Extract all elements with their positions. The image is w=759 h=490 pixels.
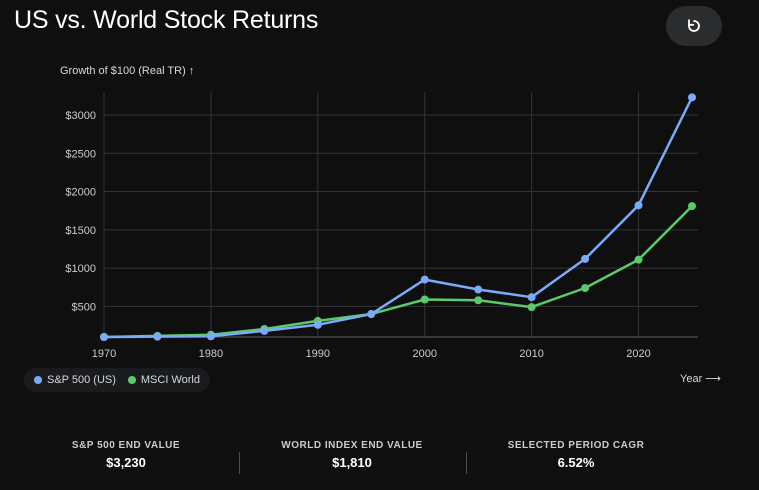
y-tick-label: $1000 — [65, 263, 96, 275]
x-tick-label: 2010 — [519, 348, 543, 360]
data-point-sp500[interactable] — [260, 326, 269, 335]
stat-value: 6.52% — [557, 455, 595, 470]
data-point-sp500[interactable] — [688, 93, 696, 102]
stat-divider — [466, 452, 467, 474]
stat-divider — [239, 452, 240, 474]
y-axis-label: Growth of $100 (Real TR) ↑ — [60, 65, 194, 77]
data-point-sp500[interactable] — [367, 310, 376, 319]
data-point-msci-world[interactable] — [474, 296, 483, 305]
data-point-sp500[interactable] — [474, 285, 483, 294]
stat-value: $1,810 — [332, 455, 372, 470]
x-tick-labels: 1970 1980 1990 2000 2010 2020 — [92, 348, 651, 360]
y-tick-label: $1500 — [65, 225, 96, 237]
legend-label-msci-world: MSCI World — [140, 374, 200, 386]
chart-legend: S&P 500 (US) MSCI World — [24, 368, 210, 392]
legend-item-msci-world[interactable]: MSCI World — [127, 374, 200, 386]
chart-grid — [103, 92, 698, 338]
data-point-sp500[interactable] — [313, 320, 322, 329]
data-point-sp500[interactable] — [206, 332, 215, 341]
x-tick-label: 1980 — [199, 348, 223, 360]
x-tick-label: 1970 — [92, 348, 116, 360]
line-chart: $500$1000$1500$2000$2500$3000 1970 1980 19… — [60, 65, 698, 360]
data-point-msci-world[interactable] — [527, 303, 536, 312]
data-point-msci-world[interactable] — [634, 255, 643, 264]
y-tick-labels: $500 $1000 $1500 $2000 $2500 $3000 — [65, 110, 96, 313]
legend-item-sp500[interactable]: S&P 500 (US) — [34, 374, 116, 386]
data-point-sp500[interactable] — [153, 332, 162, 341]
legend-swatch-msci-world — [127, 376, 136, 384]
data-point-sp500[interactable] — [527, 293, 536, 302]
stat-cagr: SELECTED PERIOD CAGR 6.52% — [466, 440, 686, 470]
series-line-msci-world — [103, 205, 693, 339]
legend-swatch-sp500 — [34, 376, 42, 384]
data-point-sp500[interactable] — [634, 201, 643, 210]
data-point-sp500[interactable] — [420, 275, 429, 284]
reset-icon — [688, 19, 700, 32]
stat-label: WORLD INDEX END VALUE — [281, 440, 423, 451]
page-title: US vs. World Stock Returns — [14, 6, 319, 34]
summary-stats: S&P 500 END VALUE $3,230 WORLD INDEX END… — [0, 440, 759, 490]
stat-sp500-end-value: S&P 500 END VALUE $3,230 — [16, 440, 236, 470]
y-tick-label: $500 — [72, 301, 96, 313]
reset-button[interactable] — [666, 6, 722, 46]
stat-value: $3,230 — [106, 455, 146, 470]
y-tick-label: $3000 — [65, 110, 96, 122]
x-axis-label: Year ⟶ — [680, 373, 722, 385]
data-point-sp500[interactable] — [100, 333, 108, 341]
series-lines — [103, 96, 694, 339]
data-point-sp500[interactable] — [581, 254, 590, 263]
y-tick-label: $2000 — [65, 187, 96, 199]
x-tick-label: 2020 — [626, 348, 650, 360]
data-point-msci-world[interactable] — [688, 202, 696, 211]
legend-label-sp500: S&P 500 (US) — [47, 374, 116, 386]
data-point-msci-world[interactable] — [581, 284, 590, 292]
stat-label: SELECTED PERIOD CAGR — [507, 440, 645, 451]
series-points — [100, 93, 696, 341]
data-point-msci-world[interactable] — [420, 295, 429, 304]
x-tick-label: 2000 — [412, 348, 436, 360]
y-tick-label: $2500 — [65, 148, 96, 160]
x-tick-label: 1990 — [306, 348, 330, 360]
stat-world-end-value: WORLD INDEX END VALUE $1,810 — [242, 440, 462, 470]
stat-label: S&P 500 END VALUE — [71, 440, 181, 451]
series-line-sp500 — [103, 96, 694, 339]
